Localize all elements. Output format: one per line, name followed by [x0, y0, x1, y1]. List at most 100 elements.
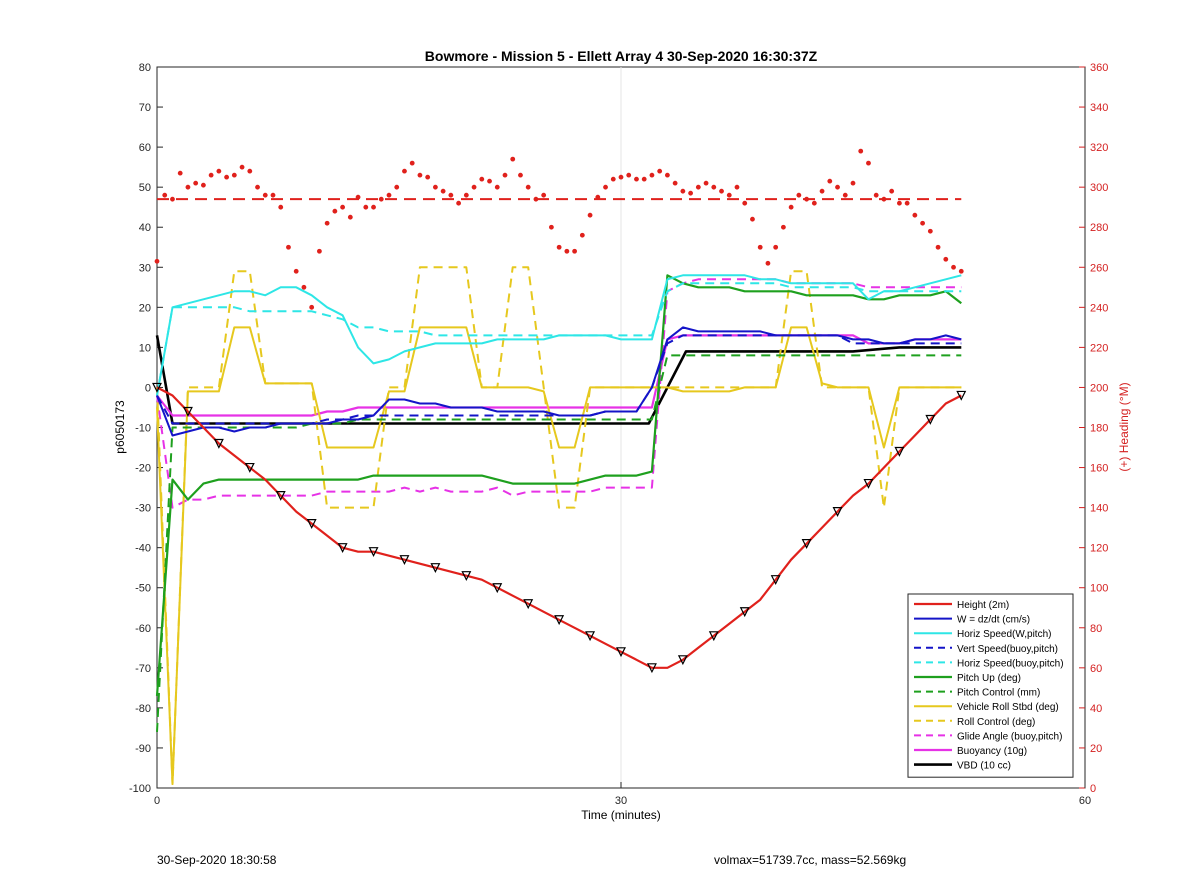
height-marker — [182, 406, 193, 417]
heading-point — [835, 184, 840, 190]
heading-point — [618, 174, 624, 180]
y-tick-label: 30 — [139, 262, 151, 274]
legend-label: Pitch Up (deg) — [957, 673, 1021, 684]
heading-point — [595, 194, 601, 200]
height-marker — [492, 583, 503, 594]
y2-axis-label: (+) Heading (°M) — [1117, 382, 1131, 471]
heading-point — [355, 194, 361, 200]
heading-point — [502, 172, 508, 178]
heading-point — [402, 168, 407, 174]
heading-point — [842, 192, 848, 198]
y-tick-label: -40 — [135, 543, 151, 555]
heading-point — [742, 200, 748, 206]
y2-tick-label: 80 — [1090, 623, 1102, 635]
x-tick-label: 0 — [154, 795, 160, 807]
y2-tick-label: 320 — [1090, 142, 1108, 154]
series-line-height-2m — [156, 386, 962, 669]
heading-point — [788, 204, 794, 210]
heading-point — [216, 168, 222, 174]
height-marker — [213, 438, 224, 449]
heading-point — [525, 184, 531, 190]
height-marker — [616, 647, 626, 658]
y-tick-label: -90 — [135, 743, 151, 755]
heading-point — [433, 184, 438, 190]
heading-point — [796, 192, 802, 198]
y2-tick-label: 180 — [1090, 423, 1108, 435]
heading-point — [579, 232, 585, 238]
heading-point — [177, 170, 183, 176]
heading-point — [456, 200, 461, 206]
heading-point — [162, 192, 168, 198]
heading-point — [239, 164, 245, 170]
y2-tick-label: 0 — [1090, 783, 1096, 795]
height-marker — [461, 571, 472, 582]
heading-point — [765, 260, 771, 266]
height-marker — [863, 478, 874, 489]
heading-point — [897, 200, 902, 206]
heading-point — [293, 268, 299, 274]
y-tick-label: 10 — [139, 342, 151, 354]
heading-point — [958, 268, 964, 274]
height-marker — [646, 663, 657, 674]
heading-point — [781, 224, 786, 230]
heading-point — [943, 256, 949, 262]
y-tick-label: -30 — [135, 503, 151, 515]
heading-point — [773, 244, 779, 250]
heading-point — [448, 192, 454, 198]
height-marker — [554, 615, 565, 626]
height-marker — [585, 631, 596, 642]
y2-tick-label: 340 — [1090, 102, 1108, 114]
y-tick-label: 60 — [139, 142, 151, 154]
heading-point — [587, 212, 593, 218]
y2-tick-label: 240 — [1090, 302, 1108, 314]
series-line-vehicle-roll-stbd-deg — [156, 326, 962, 785]
legend-label: Pitch Control (mm) — [957, 688, 1040, 699]
heading-point — [711, 184, 717, 190]
heading-point — [549, 224, 554, 230]
height-marker — [801, 539, 812, 550]
heading-point — [317, 248, 322, 254]
y2-tick-label: 140 — [1090, 503, 1108, 515]
height-marker — [368, 547, 379, 558]
height-marker — [739, 607, 750, 618]
heading-point — [154, 258, 160, 264]
heading-point — [881, 196, 887, 202]
height-marker — [677, 655, 688, 666]
heading-point — [912, 212, 918, 218]
y2-tick-label: 280 — [1090, 222, 1108, 234]
y-tick-label: -70 — [135, 663, 151, 675]
heading-point — [665, 172, 670, 178]
heading-point — [224, 174, 230, 180]
y2-tick-label: 220 — [1090, 342, 1108, 354]
y2-tick-label: 40 — [1090, 703, 1102, 715]
legend-label: Buoyancy (10g) — [957, 746, 1027, 757]
x-tick-label: 60 — [1079, 795, 1091, 807]
y-tick-label: 70 — [139, 102, 151, 114]
heading-point — [626, 172, 632, 178]
height-marker — [399, 555, 410, 566]
y-tick-label: -10 — [135, 423, 151, 435]
heading-point — [564, 248, 570, 254]
legend-label: Vehicle Roll Stbd (deg) — [957, 702, 1059, 713]
legend-label: Height (2m) — [957, 600, 1009, 611]
heading-point — [935, 244, 941, 250]
footer-stats: volmax=51739.7cc, mass=52.569kg — [714, 853, 907, 867]
y-tick-label: 40 — [139, 222, 151, 234]
height-marker — [956, 390, 967, 401]
heading-point — [440, 188, 446, 194]
heading-point — [347, 214, 353, 220]
heading-point — [286, 244, 291, 250]
heading-point — [750, 216, 755, 222]
heading-point — [657, 168, 663, 174]
legend: Height (2m) W = dz/dt (cm/s) Horiz Speed(W… — [907, 593, 1074, 778]
legend-label: Horiz Speed(W,pitch) — [957, 629, 1051, 640]
y2-tick-label: 20 — [1090, 743, 1102, 755]
y-tick-label: -50 — [135, 583, 151, 595]
heading-point — [394, 184, 400, 190]
height-marker — [430, 563, 441, 574]
height-marker — [152, 382, 162, 393]
heading-point — [371, 204, 376, 210]
y2-axis-ticks: 0 20 40 60 80 100 120 140 160 180 200 220 240 260 280 3… — [1079, 62, 1108, 795]
heading-point — [378, 196, 384, 202]
height-marker — [770, 575, 781, 586]
